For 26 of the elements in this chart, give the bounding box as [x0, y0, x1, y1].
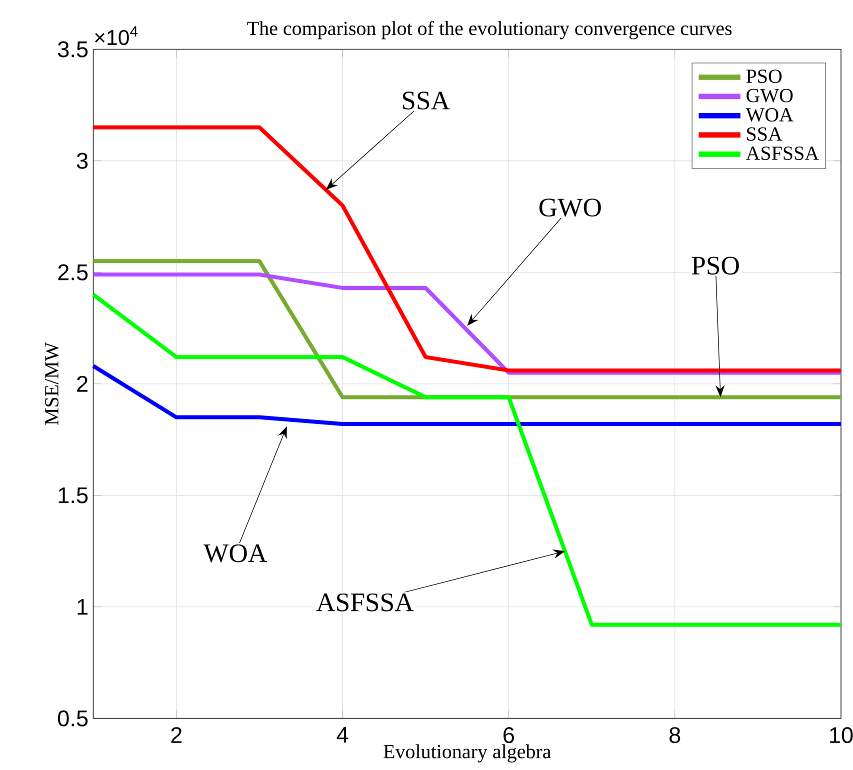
y-tick-label: 2	[77, 376, 88, 392]
y-tick-label: 3.5	[58, 41, 88, 58]
x-tick-label: 10	[830, 726, 853, 743]
x-tick-label: 2	[171, 726, 182, 743]
text: ×10$^{4}$	[95, 26, 138, 45]
annotation: GWO	[539, 198, 601, 216]
annotation: SSA	[402, 91, 450, 110]
legend-label: GWO	[746, 88, 793, 102]
y-tick-label: 1.5	[58, 487, 88, 504]
y-tick-label: 0.5	[58, 710, 88, 726]
legend-label: PSO	[746, 69, 782, 83]
x-tick-label: 4	[336, 726, 348, 743]
legend-label: ASFSSA	[746, 146, 819, 160]
annotation: WOA	[204, 544, 267, 562]
x-axis-title: Evolutionary algebra	[384, 744, 551, 762]
x-tick-label: 6	[504, 726, 514, 743]
annotation: ASFSSA	[316, 593, 414, 612]
legend-label: SSA	[747, 127, 782, 141]
y-axis-title: MSE/MW	[45, 342, 59, 425]
y-tick-label: 3	[76, 152, 88, 169]
y-tick-label: 2.5	[58, 264, 88, 280]
annotation: PSO	[692, 256, 739, 274]
y-tick-label: 1	[78, 598, 88, 614]
chart-title: The comparison plot of the evolutionary convergence curves	[247, 20, 732, 40]
legend-label: WOA	[746, 108, 794, 122]
x-tick-label: 8	[670, 726, 680, 743]
